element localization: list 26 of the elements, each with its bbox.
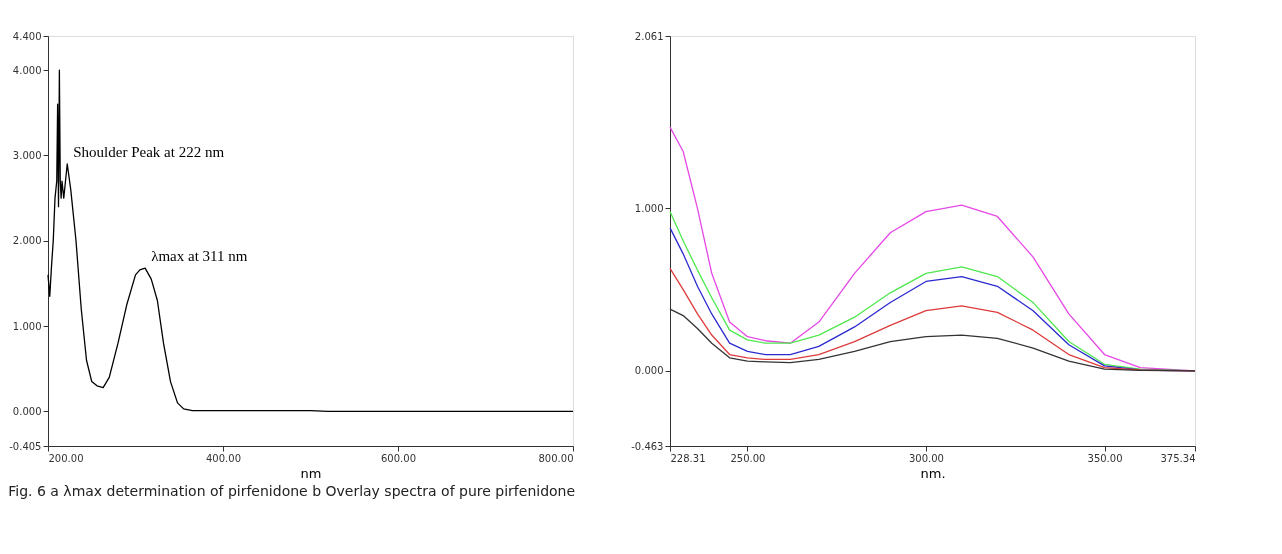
x-tick-label: 400.00 bbox=[206, 452, 241, 464]
annotation: λmax at 311 nm bbox=[151, 248, 248, 265]
x-tick-label: 350.00 bbox=[1087, 452, 1123, 464]
y-tick-label: 1.000 bbox=[12, 320, 42, 332]
x-tick-label: 300.00 bbox=[908, 452, 944, 464]
x-tick-label: 250.00 bbox=[730, 452, 766, 464]
y-tick-label: 4.400 bbox=[12, 30, 42, 42]
x-tick-label: 800.00 bbox=[538, 452, 574, 464]
annotation: Shoulder Peak at 222 nm bbox=[73, 143, 225, 160]
caption: Fig. 6 a λmax determination of pirfenidone b Overlay spectra of pure pirfenidone bbox=[8, 482, 576, 499]
y-tick-label: 2.000 bbox=[12, 235, 42, 247]
y-tick-label: -0.463 bbox=[631, 440, 664, 452]
y-tick-label: 1.000 bbox=[634, 202, 664, 214]
x-tick-label: 375.34 bbox=[1160, 452, 1196, 464]
x-axis-title: nm bbox=[300, 465, 322, 481]
x-axis-title: nm. bbox=[920, 465, 946, 481]
y-tick-label: 0.000 bbox=[12, 405, 42, 417]
y-tick-label: 2.061 bbox=[634, 30, 664, 42]
x-tick-label: 228.31 bbox=[670, 452, 706, 464]
y-tick-label: 0.000 bbox=[634, 365, 664, 377]
line-series bbox=[47, 69, 574, 413]
x-tick-label: 600.00 bbox=[381, 452, 416, 464]
y-tick-label: -0.405 bbox=[9, 440, 42, 452]
y-tick-label: 3.000 bbox=[12, 149, 42, 161]
x-tick-label: 200.00 bbox=[48, 452, 84, 464]
y-tick-label: 4.000 bbox=[12, 64, 42, 76]
